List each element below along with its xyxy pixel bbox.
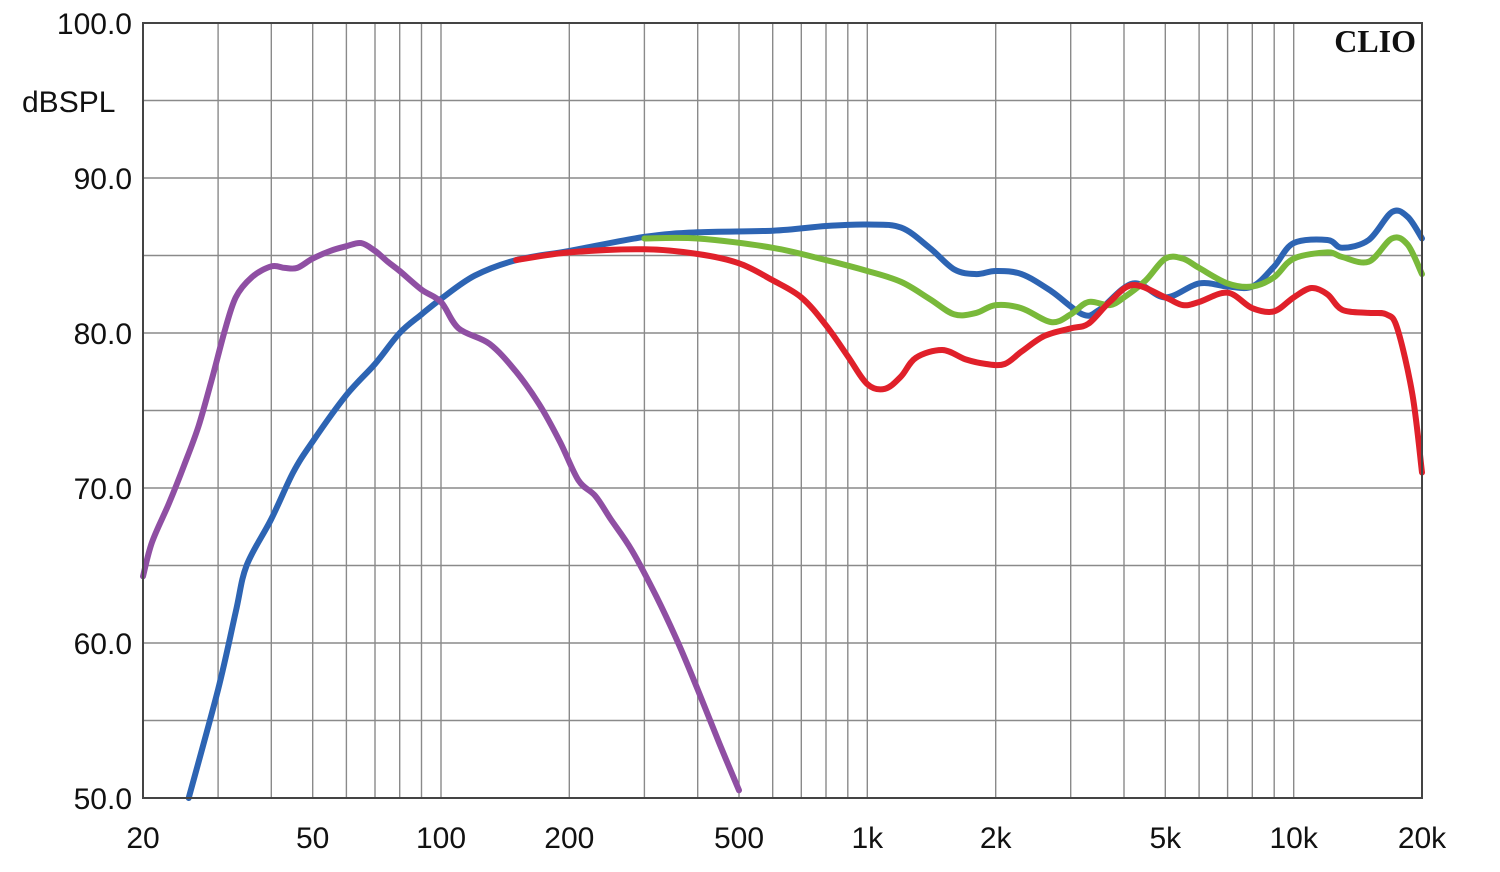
series-line-3 bbox=[513, 246, 1425, 476]
x-tick-label: 50 bbox=[296, 822, 329, 855]
series-line-4 bbox=[140, 239, 742, 794]
y-tick-label: 90.0 bbox=[74, 163, 132, 196]
y-tick-label: 60.0 bbox=[74, 628, 132, 661]
y-tick-label: 80.0 bbox=[74, 318, 132, 351]
y-tick-label: 100.0 bbox=[57, 8, 132, 41]
y-axis-unit-label: dBSPL bbox=[22, 86, 115, 119]
y-tick-label: 70.0 bbox=[74, 473, 132, 506]
grid bbox=[142, 22, 1423, 799]
plot-frame bbox=[142, 22, 1423, 799]
x-tick-label: 20 bbox=[126, 822, 159, 855]
x-tick-label: 500 bbox=[714, 822, 764, 855]
series-line-2 bbox=[641, 234, 1425, 326]
x-tick-label: 200 bbox=[544, 822, 594, 855]
x-tick-label: 1k bbox=[851, 822, 884, 855]
x-tick-label: 2k bbox=[980, 822, 1013, 855]
x-tick-label: 20k bbox=[1398, 822, 1447, 855]
y-tick-labels: 100.0 90.0 80.0 70.0 60.0 50.0 bbox=[57, 8, 132, 816]
x-tick-label: 10k bbox=[1270, 822, 1319, 855]
y-tick-label: 50.0 bbox=[74, 783, 132, 816]
x-tick-label: 100 bbox=[416, 822, 466, 855]
brand-logo-text: CLIO bbox=[1334, 23, 1416, 59]
x-tick-labels: 20 50 100 200 500 1k 2k 5k 10k 20k bbox=[126, 822, 1447, 855]
x-tick-label: 5k bbox=[1149, 822, 1182, 855]
response-curves bbox=[140, 207, 1425, 801]
series-line-1 bbox=[185, 207, 1425, 801]
